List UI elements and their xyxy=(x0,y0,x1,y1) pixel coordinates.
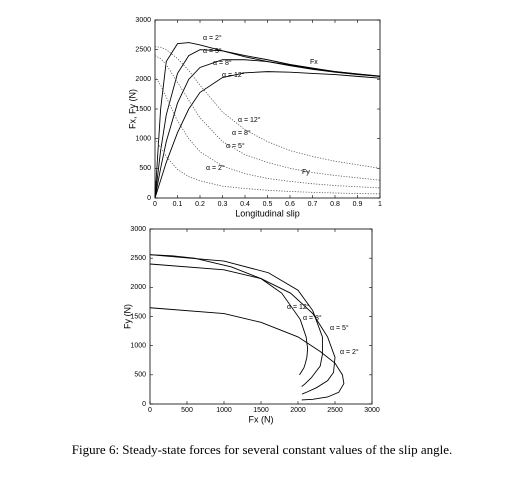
x-tick-label: 0 xyxy=(153,201,157,208)
x-tick-label: 2500 xyxy=(327,407,343,414)
x-tick-label: 0.5 xyxy=(263,201,273,208)
y-tick-label: 2500 xyxy=(130,255,146,262)
y-tick-label: 500 xyxy=(134,372,146,379)
annotation: α = 2° xyxy=(340,348,359,356)
x-tick-label: 3000 xyxy=(364,407,380,414)
x-tick-label: 0 xyxy=(148,407,152,414)
y-tick-label: 0 xyxy=(147,195,151,202)
annotation: α = 2° xyxy=(203,34,222,42)
x-tick-label: 0.3 xyxy=(218,201,228,208)
x-tick-label: 0.1 xyxy=(173,201,183,208)
y-tick-label: 1500 xyxy=(130,313,146,320)
annotation: α = 5° xyxy=(203,47,222,55)
x-tick-label: 0.9 xyxy=(353,201,363,208)
y-tick-label: 1000 xyxy=(135,136,151,143)
y-tick-label: 2000 xyxy=(135,76,151,83)
y-tick-label: 0 xyxy=(142,401,146,408)
x-tick-label: 0.8 xyxy=(330,201,340,208)
y-tick-label: 1000 xyxy=(130,343,146,350)
y-tick-label: 2000 xyxy=(130,284,146,291)
annotation: α = 2° xyxy=(206,164,225,172)
curve xyxy=(154,76,381,189)
curve xyxy=(154,42,381,199)
x-tick-label: 1500 xyxy=(253,407,269,414)
curve xyxy=(154,71,381,199)
curve xyxy=(149,254,323,387)
curve xyxy=(154,55,381,181)
annotation: α = 12° xyxy=(287,303,310,311)
annotation: α = 12° xyxy=(222,71,245,79)
curve xyxy=(149,263,336,395)
x-tick-label: 500 xyxy=(181,407,193,414)
annotation: α = 8° xyxy=(213,59,232,67)
x-axis-label: Longitudinal slip xyxy=(235,208,300,218)
annotation: α = 5° xyxy=(226,142,245,150)
annotation: α = 8° xyxy=(303,314,322,322)
y-tick-label: 500 xyxy=(139,165,151,172)
x-tick-label: 0.4 xyxy=(240,201,250,208)
x-axis-label: Fx (N) xyxy=(249,414,274,424)
y-axis-label: Fx, Fy (N) xyxy=(127,89,137,129)
x-tick-label: 0.6 xyxy=(285,201,295,208)
y-axis-label: Fy (N) xyxy=(122,304,132,329)
annotation: Fy xyxy=(302,169,310,176)
annotation: α = 5° xyxy=(330,324,349,332)
curve xyxy=(149,307,345,401)
y-tick-label: 3000 xyxy=(130,226,146,233)
x-tick-label: 1000 xyxy=(216,407,232,414)
plot-frame xyxy=(149,228,373,405)
x-tick-label: 0.2 xyxy=(195,201,205,208)
x-tick-label: 2000 xyxy=(290,407,306,414)
curve xyxy=(154,138,381,195)
x-tick-label: 0.7 xyxy=(308,201,318,208)
x-tick-label: 1 xyxy=(378,201,382,208)
caption: Figure 6: Steady-state forces for severa… xyxy=(72,442,453,457)
annotation: Fx xyxy=(310,59,318,66)
curve xyxy=(154,59,381,199)
curve xyxy=(154,46,381,169)
annotation: α = 12° xyxy=(238,116,261,124)
annotation: α = 8° xyxy=(232,129,251,137)
curve xyxy=(149,254,309,376)
y-tick-label: 1500 xyxy=(135,106,151,113)
y-tick-label: 3000 xyxy=(135,17,151,24)
y-tick-label: 2500 xyxy=(135,47,151,54)
